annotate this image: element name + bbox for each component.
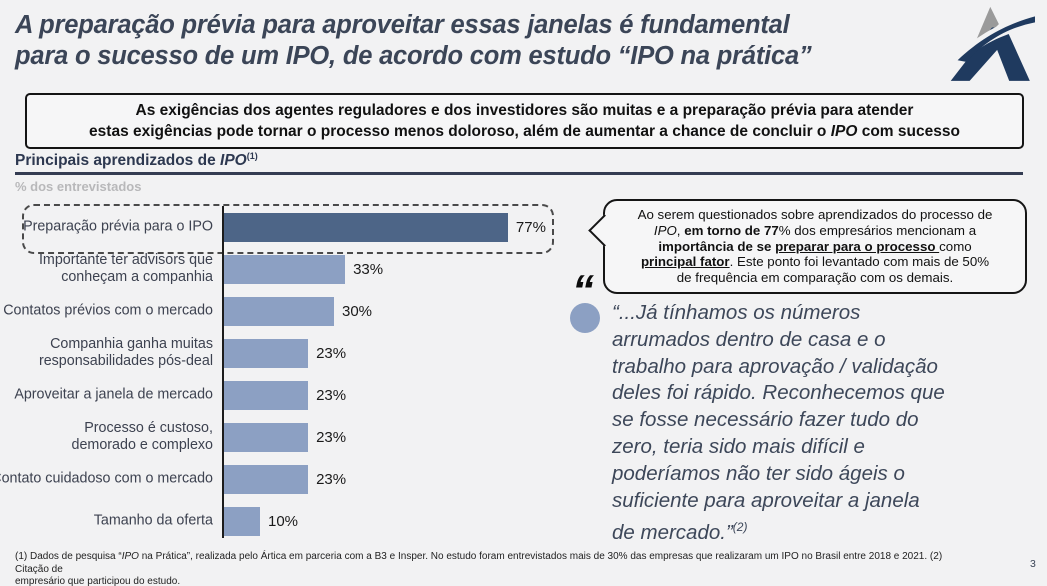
bar-label-cell: Contato cuidadoso com o mercado (0, 458, 213, 500)
summary-ipo-italic: IPO (830, 123, 858, 140)
summary-box: As exigências dos agentes reguladores e … (25, 93, 1024, 149)
bar-label-cell: Contatos prévios com o mercado (0, 290, 213, 332)
quote-body: “...Já tínhamos os números arrumados den… (612, 301, 945, 545)
page-title: A preparação prévia para aproveitar essa… (15, 11, 812, 70)
callout-text: como (939, 238, 972, 254)
callout-text: , (676, 222, 685, 238)
callout-bold-underline: principal fator (640, 254, 730, 270)
chart-row: Companhia ganha muitas responsabilidades… (0, 332, 600, 374)
bar (223, 506, 260, 536)
bar (223, 464, 309, 494)
bar-value: 30% (342, 302, 373, 320)
bar-label-cell: Companhia ganha muitas responsabilidades… (0, 332, 213, 374)
chart-row: Tamanho da oferta 10% (0, 500, 600, 542)
bar-label-cell: Aproveitar a janela de mercado (0, 374, 213, 416)
bar-value: 23% (316, 386, 347, 404)
bar-label: Companhia ganha muitas responsabilidades… (38, 336, 213, 369)
summary-line2-end: com sucesso (857, 123, 960, 140)
section-title-footnote-ref: (1) (246, 151, 258, 161)
section-title-text: Principais aprendizados de (15, 152, 221, 170)
callout-text: % (778, 222, 791, 238)
footnote-1-cont: na Prática”, realizada pelo Ártica em pa… (15, 551, 943, 575)
bar-label-cell: Preparação prévia para o IPO (0, 206, 213, 248)
page-number: 3 (1030, 558, 1036, 570)
bar-label-cell: Importante ter advisors que conheçam a c… (0, 248, 213, 290)
bar-label: Importante ter advisors que conheçam a c… (38, 252, 213, 285)
bar (223, 254, 346, 284)
bar (223, 296, 334, 326)
callout-text: dos empresários mencionam a (790, 222, 977, 238)
bar-label: Preparação prévia para o IPO (23, 218, 213, 235)
quotation-marks-icon: “ (572, 266, 594, 315)
quote-circle (570, 303, 600, 333)
chart-unit-label: % dos entrevistados (15, 179, 142, 194)
chart-row: Importante ter advisors que conheçam a c… (0, 248, 600, 290)
chart-row: Aproveitar a janela de mercado 23% (0, 374, 600, 416)
chart-axis-line (222, 206, 224, 538)
callout-text: Ao serem questionados sobre aprendizados… (637, 207, 993, 222)
footnotes: (1) Dados de pesquisa “IPO na Prática”, … (15, 551, 970, 586)
artica-logo-icon (949, 6, 1035, 81)
bar-value: 23% (316, 470, 347, 488)
footnote-ipo-italic: IPO (121, 551, 139, 562)
footnote-2: empresário que participou do estudo. (15, 576, 181, 586)
summary-line1: As exigências dos agentes reguladores e … (135, 102, 914, 119)
bar-label: Contatos prévios com o mercado (3, 302, 213, 319)
bar-value: 33% (353, 260, 384, 278)
bar-label: Tamanho da oferta (93, 512, 213, 529)
footnote-1: (1) Dados de pesquisa “ (15, 551, 122, 562)
bar-value: 77% (515, 218, 546, 236)
bar (223, 338, 309, 368)
bar (223, 212, 508, 242)
bar-label-cell: Processo é custoso, demorado e complexo (0, 416, 213, 458)
bar-chart: Preparação prévia para o IPO 77% Important… (0, 206, 600, 542)
callout-bubble: Ao serem questionados sobre aprendizados… (588, 199, 1027, 294)
chart-row: Processo é custoso, demorado e complexo 2… (0, 416, 600, 458)
chart-row: Contatos prévios com o mercado 30% (0, 290, 600, 332)
bar-value: 23% (316, 428, 347, 446)
bar-chart-rows: Preparação prévia para o IPO 77% Important… (0, 206, 600, 542)
bar (223, 422, 309, 452)
callout-text: de frequência em comparação com os demai… (676, 270, 954, 286)
callout-text: . Este ponto foi levantado com mais de 5… (729, 254, 990, 270)
bar-label: Processo é custoso, demorado e complexo (71, 420, 213, 453)
callout-ipo-italic: IPO (653, 222, 677, 238)
section-title: Principais aprendizados de IPO(1) (15, 151, 258, 170)
summary-line2: estas exigências pode tornar o processo … (89, 123, 831, 140)
bar (223, 380, 309, 410)
section-divider (15, 172, 1023, 175)
quote-footnote-ref: (2) (732, 520, 748, 535)
chart-row: Preparação prévia para o IPO 77% (0, 206, 600, 248)
bar-label: Contato cuidadoso com o mercado (0, 470, 213, 487)
bar-value: 10% (268, 512, 299, 530)
callout-bold: importância de se (658, 238, 776, 254)
bar-value: 23% (316, 344, 347, 362)
callout-bold-underline: preparar para o processo (775, 238, 940, 254)
chart-row: Contato cuidadoso com o mercado 23% (0, 458, 600, 500)
quote-text: “...Já tínhamos os números arrumados den… (612, 300, 1047, 547)
bar-label-cell: Tamanho da oferta (0, 500, 213, 542)
callout-bold-77: em torno de 77 (684, 222, 779, 238)
highlight-dashed-box (22, 204, 554, 254)
section-title-ipo: IPO (220, 152, 247, 170)
bar-label: Aproveitar a janela de mercado (14, 386, 213, 403)
